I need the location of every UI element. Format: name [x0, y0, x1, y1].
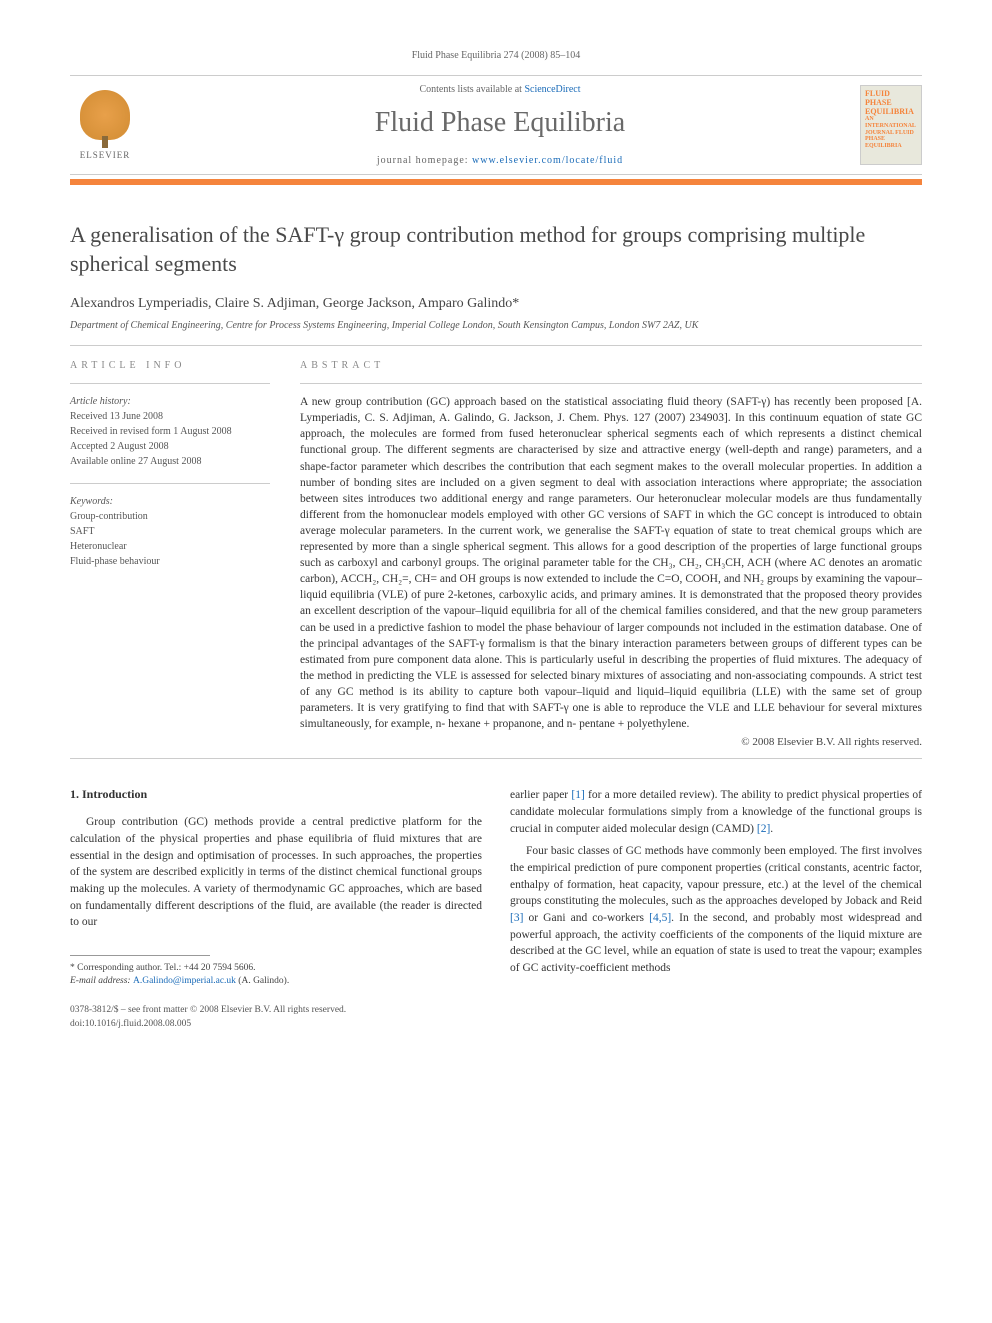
received-date: Received 13 June 2008 [70, 409, 270, 424]
divider [70, 758, 922, 759]
authors: Alexandros Lymperiadis, Claire S. Adjima… [70, 296, 922, 312]
email-label: E-mail address: [70, 976, 133, 986]
ref-link[interactable]: [4,5] [649, 912, 671, 924]
keyword: Group-contribution [70, 509, 270, 524]
journal-homepage: journal homepage: www.elsevier.com/locat… [140, 155, 860, 166]
email-suffix: (A. Galindo). [236, 976, 289, 986]
copyright: © 2008 Elsevier B.V. All rights reserved… [300, 736, 922, 748]
cover-subtitle: AN INTERNATIONAL JOURNAL FLUID PHASE EQU… [865, 116, 917, 149]
elsevier-logo: ELSEVIER [70, 88, 140, 163]
section-heading: 1. Introduction [70, 787, 482, 802]
keyword: SAFT [70, 524, 270, 539]
body-paragraph: Group contribution (GC) methods provide … [70, 814, 482, 931]
cover-title: FLUID PHASE EQUILIBRIA [865, 90, 917, 116]
online-date: Available online 27 August 2008 [70, 454, 270, 469]
journal-name: Fluid Phase Equilibria [140, 107, 860, 139]
journal-cover-thumb: FLUID PHASE EQUILIBRIA AN INTERNATIONAL … [860, 85, 922, 165]
ref-link[interactable]: [3] [510, 912, 523, 924]
abstract-label: abstract [300, 360, 922, 371]
body-paragraph: earlier paper [1] for a more detailed re… [510, 787, 922, 837]
citation-header: Fluid Phase Equilibria 274 (2008) 85–104 [70, 50, 922, 61]
contents-prefix: Contents lists available at [419, 84, 524, 95]
ref-link[interactable]: [2] [757, 823, 770, 835]
journal-banner: ELSEVIER Contents lists available at Sci… [70, 75, 922, 175]
keywords-label: Keywords: [70, 494, 270, 509]
article-history: Article history: Received 13 June 2008 R… [70, 394, 270, 469]
homepage-link[interactable]: www.elsevier.com/locate/fluid [472, 155, 623, 166]
homepage-prefix: journal homepage: [377, 155, 472, 166]
email-footnote: E-mail address: A.Galindo@imperial.ac.uk… [70, 975, 482, 988]
text-span: . [770, 823, 773, 835]
contents-available: Contents lists available at ScienceDirec… [140, 84, 860, 95]
text-span: or Gani and co-workers [523, 912, 649, 924]
issn-line: 0378-3812/$ – see front matter © 2008 El… [70, 1004, 482, 1017]
abstract-divider [300, 383, 922, 384]
revised-date: Received in revised form 1 August 2008 [70, 424, 270, 439]
divider [70, 345, 922, 346]
affiliation: Department of Chemical Engineering, Cent… [70, 320, 922, 331]
abstract-text: A new group contribution (GC) approach b… [300, 394, 922, 732]
history-label: Article history: [70, 394, 270, 409]
front-matter: 0378-3812/$ – see front matter © 2008 El… [70, 1004, 482, 1031]
footnote-divider [70, 955, 210, 956]
keywords-block: Keywords: Group-contribution SAFT Hetero… [70, 494, 270, 569]
publisher-name: ELSEVIER [80, 150, 131, 160]
text-span: earlier paper [510, 789, 571, 801]
email-link[interactable]: A.Galindo@imperial.ac.uk [133, 976, 236, 986]
ref-link[interactable]: [1] [571, 789, 584, 801]
doi-line: doi:10.1016/j.fluid.2008.08.005 [70, 1018, 482, 1031]
meta-divider [70, 483, 270, 484]
keyword: Heteronuclear [70, 539, 270, 554]
sciencedirect-link[interactable]: ScienceDirect [524, 84, 580, 95]
article-info-label: article info [70, 360, 270, 371]
article-title: A generalisation of the SAFT-γ group con… [70, 221, 922, 278]
text-span: Four basic classes of GC methods have co… [510, 845, 922, 907]
accepted-date: Accepted 2 August 2008 [70, 439, 270, 454]
corresponding-author: * Corresponding author. Tel.: +44 20 759… [70, 962, 482, 975]
orange-divider [70, 179, 922, 185]
body-paragraph: Four basic classes of GC methods have co… [510, 843, 922, 976]
keyword: Fluid-phase behaviour [70, 554, 270, 569]
elsevier-tree-icon [80, 90, 130, 140]
meta-divider [70, 383, 270, 384]
